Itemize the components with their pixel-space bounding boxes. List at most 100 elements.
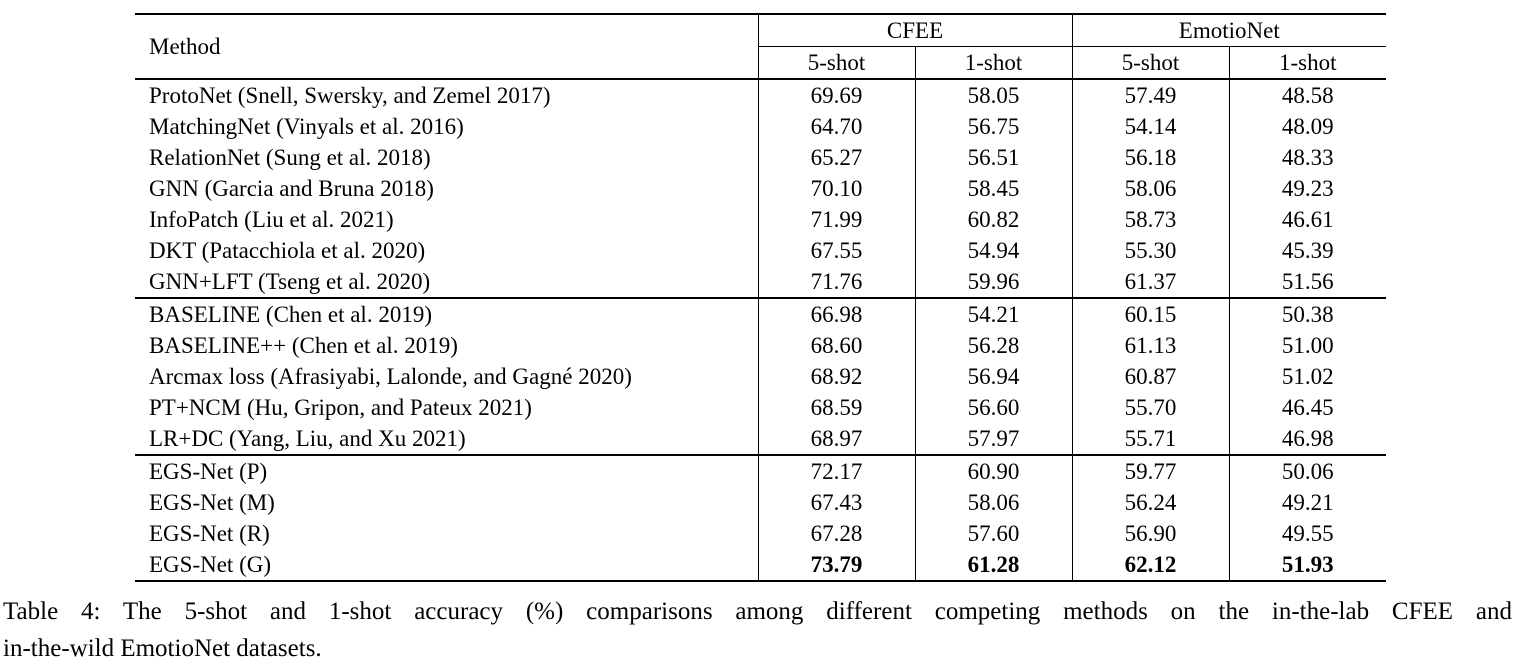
value-cell: 59.77 [1072, 455, 1230, 487]
value-cell: 60.15 [1072, 298, 1230, 330]
method-column-header: Method [135, 14, 759, 80]
table-row: BASELINE (Chen et al. 2019) 66.98 54.21 … [135, 298, 1386, 330]
value-cell: 61.37 [1072, 266, 1230, 298]
value-cell: 48.09 [1281, 113, 1334, 139]
value-cell: 54.21 [915, 298, 1073, 330]
emotionet-group-header: EmotioNet [1072, 14, 1387, 47]
value-cell: 58.06 [915, 487, 1073, 518]
value-cell: 68.60 [758, 330, 916, 361]
value-cell: 67.28 [758, 518, 916, 549]
value-cell: 56.24 [1072, 487, 1230, 518]
method-cell: PT+NCM (Hu, Gripon, and Pateux 2021) [135, 392, 759, 423]
value-cell: 57.97 [915, 423, 1073, 455]
table-header: Method CFEE EmotioNet 5-shot 1-shot 5-sh… [135, 14, 1387, 80]
table-row: InfoPatch (Liu et al. 2021) 71.99 60.82 … [135, 204, 1386, 235]
value-cell: 71.99 [758, 204, 916, 235]
value-cell: 62.12 [1072, 549, 1230, 581]
value-cell: 67.43 [758, 487, 916, 518]
value-cell: 58.73 [1072, 204, 1230, 235]
method-cell: ProtoNet (Snell, Swersky, and Zemel 2017… [135, 79, 759, 111]
caption-line-1: Table 4: The 5-shot and 1-shot accuracy … [3, 598, 1512, 625]
results-table: Method CFEE EmotioNet 5-shot 1-shot 5-sh… [135, 13, 1387, 582]
value-cell: 51.00 [1281, 332, 1334, 358]
method-cell: MatchingNet (Vinyals et al. 2016) [135, 111, 759, 142]
method-cell: EGS-Net (M) [135, 487, 759, 518]
value-cell: 73.79 [758, 549, 916, 581]
cfee-1shot-header: 1-shot [915, 46, 1073, 80]
cfee-5shot-header: 5-shot [758, 46, 916, 80]
value-cell: 55.71 [1072, 423, 1230, 455]
sub-header-row: 5-shot 1-shot 5-shot 1-shot [135, 46, 1387, 80]
value-cell: 58.06 [1072, 173, 1230, 204]
value-cell: 51.56 [1281, 268, 1334, 294]
method-cell: InfoPatch (Liu et al. 2021) [135, 204, 759, 235]
table-group-transfer-methods: BASELINE (Chen et al. 2019) 66.98 54.21 … [135, 298, 1387, 455]
value-cell: 54.94 [915, 235, 1073, 266]
table-row-best: EGS-Net (G) 73.79 61.28 62.12 51.93 [135, 549, 1386, 581]
value-cell: 69.69 [758, 79, 916, 111]
value-cell: 48.33 [1281, 144, 1334, 170]
method-cell: GNN (Garcia and Bruna 2018) [135, 173, 759, 204]
value-cell: 56.75 [915, 111, 1073, 142]
table-row: BASELINE++ (Chen et al. 2019) 68.60 56.2… [135, 330, 1386, 361]
emotionet-5shot-header: 5-shot [1072, 46, 1230, 80]
value-cell: 56.94 [915, 361, 1073, 392]
value-cell: 51.02 [1281, 363, 1334, 389]
table-row: GNN+LFT (Tseng et al. 2020) 71.76 59.96 … [135, 266, 1386, 298]
value-cell: 72.17 [758, 455, 916, 487]
method-cell: DKT (Patacchiola et al. 2020) [135, 235, 759, 266]
value-cell: 55.30 [1072, 235, 1230, 266]
value-cell: 68.92 [758, 361, 916, 392]
value-cell: 49.55 [1281, 520, 1334, 546]
table-caption: Table 4: The 5-shot and 1-shot accuracy … [3, 593, 1512, 666]
value-cell: 60.90 [915, 455, 1073, 487]
value-cell: 45.39 [1281, 237, 1334, 263]
table-row: ProtoNet (Snell, Swersky, and Zemel 2017… [135, 79, 1386, 111]
method-cell: BASELINE (Chen et al. 2019) [135, 298, 759, 330]
table-group-metric-methods: ProtoNet (Snell, Swersky, and Zemel 2017… [135, 79, 1386, 298]
value-cell: 48.58 [1281, 82, 1334, 108]
method-cell: Arcmax loss (Afrasiyabi, Lalonde, and Ga… [135, 361, 759, 392]
method-cell: EGS-Net (G) [135, 549, 759, 581]
table-group-egsnet: EGS-Net (P) 72.17 60.90 59.77 50.06 EGS-… [135, 455, 1387, 581]
value-cell: 59.96 [915, 266, 1073, 298]
caption-line-2: in-the-wild EmotioNet datasets. [3, 635, 322, 662]
table-row: Arcmax loss (Afrasiyabi, Lalonde, and Ga… [135, 361, 1386, 392]
value-cell: 55.70 [1072, 392, 1230, 423]
value-cell: 66.98 [758, 298, 916, 330]
table-row: EGS-Net (R) 67.28 57.60 56.90 49.55 [135, 518, 1386, 549]
cfee-group-header: CFEE [758, 14, 1073, 47]
value-cell: 67.55 [758, 235, 916, 266]
value-cell: 49.23 [1281, 175, 1334, 201]
value-cell: 56.51 [915, 142, 1073, 173]
method-cell: EGS-Net (R) [135, 518, 759, 549]
value-cell: 57.60 [915, 518, 1073, 549]
table-row: RelationNet (Sung et al. 2018) 65.27 56.… [135, 142, 1386, 173]
value-cell: 56.18 [1072, 142, 1230, 173]
table-row: GNN (Garcia and Bruna 2018) 70.10 58.45 … [135, 173, 1386, 204]
table-row: EGS-Net (P) 72.17 60.90 59.77 50.06 [135, 455, 1386, 487]
method-cell: GNN+LFT (Tseng et al. 2020) [135, 266, 759, 298]
value-cell: 56.90 [1072, 518, 1230, 549]
value-cell: 57.49 [1072, 79, 1230, 111]
value-cell: 58.45 [915, 173, 1073, 204]
value-cell: 64.70 [758, 111, 916, 142]
value-cell: 46.98 [1281, 425, 1334, 451]
method-cell: EGS-Net (P) [135, 455, 759, 487]
value-cell: 61.28 [915, 549, 1073, 581]
value-cell: 61.13 [1072, 330, 1230, 361]
method-cell: RelationNet (Sung et al. 2018) [135, 142, 759, 173]
value-cell: 65.27 [758, 142, 916, 173]
table-row: LR+DC (Yang, Liu, and Xu 2021) 68.97 57.… [135, 423, 1386, 455]
value-cell: 50.06 [1281, 458, 1334, 484]
value-cell: 56.60 [915, 392, 1073, 423]
value-cell: 56.28 [915, 330, 1073, 361]
value-cell: 51.93 [1281, 551, 1334, 577]
value-cell: 70.10 [758, 173, 916, 204]
value-cell: 60.82 [915, 204, 1073, 235]
group-header-row: Method CFEE EmotioNet [135, 14, 1387, 80]
value-cell: 49.21 [1281, 489, 1334, 515]
value-cell: 60.87 [1072, 361, 1230, 392]
method-cell: BASELINE++ (Chen et al. 2019) [135, 330, 759, 361]
